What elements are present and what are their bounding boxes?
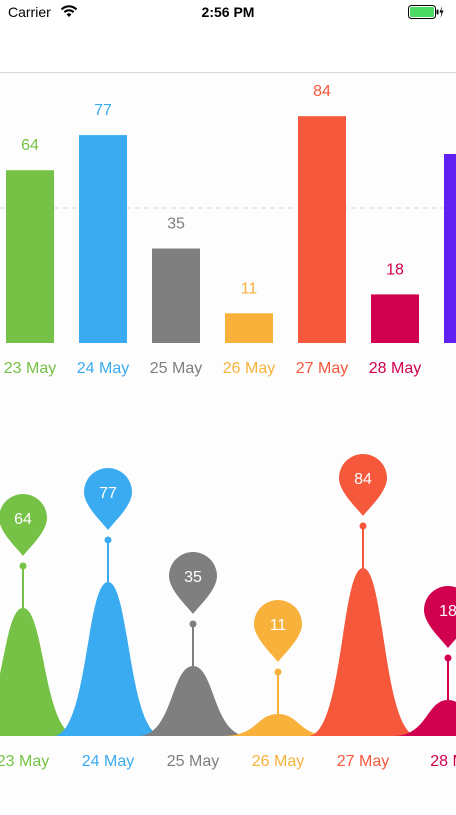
value-marker[interactable] — [424, 586, 456, 648]
pin-dot — [189, 620, 197, 628]
wifi-icon — [60, 5, 78, 17]
bar[interactable] — [79, 135, 127, 343]
bar-chart: 64 23 May 77 24 May 35 25 May 11 26 May 84 27 May… — [0, 83, 456, 377]
status-bar: Carrier 2:56 PM — [0, 0, 456, 24]
pin-dot — [359, 522, 367, 530]
marker-value-label: 35 — [184, 569, 202, 586]
area-peak[interactable] — [308, 568, 418, 736]
x-tick-label: 26 May — [252, 753, 304, 770]
bar-value-label: 77 — [94, 102, 112, 119]
pin-dot — [19, 562, 27, 570]
bar-value-label: 18 — [386, 261, 404, 278]
x-tick-label: 23 May — [4, 360, 56, 377]
value-marker[interactable] — [339, 454, 387, 516]
x-tick-label: 28 May — [369, 360, 421, 377]
marker-value-label: 77 — [99, 485, 117, 502]
pin-dot — [274, 668, 282, 676]
area-peak[interactable] — [223, 714, 333, 736]
peak-area-chart: 64 23 May 77 24 May 35 25 May 11 26 May 84 27 May… — [0, 454, 456, 770]
bar-value-label: 35 — [167, 216, 185, 233]
area-peak[interactable] — [0, 608, 78, 736]
bar-value-label: 11 — [241, 280, 258, 297]
pin-dot — [104, 536, 112, 544]
value-marker[interactable] — [0, 494, 47, 556]
x-tick-label: 24 May — [77, 360, 129, 377]
bar[interactable] — [225, 313, 273, 343]
area-peak[interactable] — [393, 700, 456, 736]
x-tick-label: 27 May — [296, 360, 348, 377]
x-tick-label: 28 M — [430, 753, 456, 770]
battery-charging-icon — [408, 5, 444, 19]
x-tick-label: 23 May — [0, 753, 49, 770]
marker-value-label: 11 — [270, 617, 287, 634]
x-tick-label: 25 May — [167, 753, 219, 770]
carrier-label: Carrier — [8, 4, 51, 20]
x-tick-label: 27 May — [337, 753, 389, 770]
marker-value-label: 18 — [439, 603, 456, 620]
area-peak[interactable] — [53, 582, 163, 736]
bar-value-label: 84 — [313, 83, 331, 100]
bar[interactable] — [298, 116, 346, 343]
value-marker[interactable] — [169, 552, 217, 614]
bar[interactable] — [6, 170, 54, 343]
x-tick-label: 26 May — [223, 360, 275, 377]
pin-dot — [444, 654, 452, 662]
marker-value-label: 84 — [354, 471, 372, 488]
bar[interactable] — [152, 248, 200, 344]
status-time: 2:56 PM — [201, 4, 255, 20]
marker-value-label: 64 — [14, 511, 32, 528]
bar[interactable] — [371, 294, 419, 343]
navigation-bar — [0, 24, 456, 73]
area-peak[interactable] — [138, 666, 248, 736]
value-marker[interactable] — [84, 468, 132, 530]
charts-canvas: 64 23 May 77 24 May 35 25 May 11 26 May 84 27 May… — [0, 83, 456, 770]
bar[interactable] — [444, 154, 456, 343]
value-marker[interactable] — [254, 600, 302, 662]
bar-value-label: 64 — [21, 137, 39, 154]
x-tick-label: 24 May — [82, 753, 134, 770]
charts-scroll-area[interactable]: 64 23 May 77 24 May 35 25 May 11 26 May 84 27 May… — [0, 73, 456, 810]
x-tick-label: 25 May — [150, 360, 202, 377]
